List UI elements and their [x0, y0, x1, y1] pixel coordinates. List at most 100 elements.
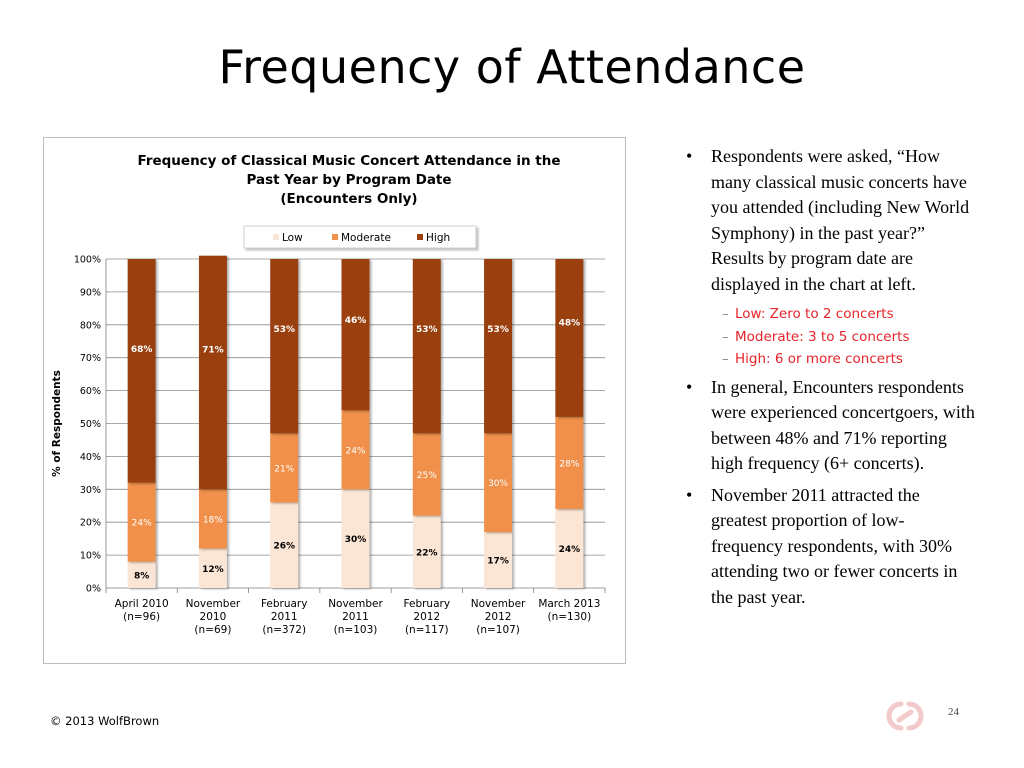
data-label: 71% — [202, 346, 224, 356]
legend-label: Moderate — [341, 232, 391, 244]
sub-bullet-item: – High: 6 or more concerts — [686, 348, 976, 371]
x-tick-label: February — [261, 598, 308, 610]
legend-swatch — [273, 234, 279, 240]
data-label: 17% — [487, 557, 509, 567]
bar-segment-high — [127, 259, 156, 483]
data-label: 21% — [274, 464, 294, 474]
data-label: 46% — [345, 316, 367, 326]
bar-segment-high — [484, 259, 513, 434]
data-label: 30% — [488, 479, 508, 489]
x-tick-label: 2010 — [200, 611, 227, 623]
sub-bullet-item: – Moderate: 3 to 5 concerts — [686, 326, 976, 349]
bullet-item: • In general, Encounters respondents wer… — [686, 375, 976, 477]
chart-frame: Frequency of Classical Music Concert Att… — [43, 137, 626, 664]
data-label: 53% — [487, 325, 509, 335]
x-tick-label: 2012 — [413, 611, 440, 623]
bar-segment-low — [270, 502, 299, 588]
bar-segment-high — [270, 259, 299, 434]
x-tick-label: (n=107) — [476, 624, 520, 636]
y-tick-label: 30% — [80, 485, 101, 496]
data-label: 30% — [345, 535, 367, 545]
data-label: 25% — [417, 471, 437, 481]
bar-segment-low — [341, 489, 370, 588]
data-label: 18% — [203, 515, 223, 525]
dash-icon: – — [722, 306, 729, 322]
bar-segment-moderate — [412, 433, 441, 516]
data-label: 53% — [273, 325, 295, 335]
data-label: 24% — [559, 545, 581, 555]
y-tick-label: 10% — [80, 551, 101, 562]
y-tick-label: 70% — [80, 353, 101, 364]
data-label: 48% — [559, 319, 581, 329]
bullet-dot-icon: • — [686, 376, 693, 397]
sub-bullet-item: – Low: Zero to 2 concerts — [686, 303, 976, 326]
bar-segment-moderate — [341, 410, 370, 490]
x-tick-label: March 2013 — [538, 598, 600, 610]
sub-bullet-text: Moderate: 3 to 5 concerts — [735, 328, 910, 345]
y-tick-label: 0% — [86, 584, 101, 595]
bullet-dot-icon: • — [686, 484, 693, 505]
data-label: 24% — [132, 519, 152, 529]
y-tick-label: 50% — [80, 419, 101, 430]
bar-segment-moderate — [484, 433, 513, 533]
legend-label: Low — [282, 232, 303, 244]
bar-segment-low — [198, 548, 227, 588]
x-tick-label: 2011 — [271, 611, 298, 623]
bar-segment-low — [484, 532, 513, 588]
bullet-item: • November 2011 attracted the greatest p… — [686, 483, 976, 611]
sub-bullet-text: Low: Zero to 2 concerts — [735, 306, 894, 322]
sub-bullet-text: High: 6 or more concerts — [735, 351, 903, 367]
bar-segment-low — [555, 509, 584, 588]
data-label: 26% — [273, 542, 295, 552]
legend-swatch — [417, 234, 423, 240]
x-tick-label: (n=103) — [334, 624, 378, 636]
bar-segment-low — [127, 561, 156, 588]
data-label: 12% — [202, 565, 224, 575]
data-label: 28% — [559, 459, 579, 469]
x-tick-label: April 2010 — [115, 598, 169, 610]
bar-segment-high — [555, 259, 584, 417]
x-tick-label: (n=117) — [405, 624, 449, 636]
dash-icon: – — [722, 328, 729, 345]
chart-title-line: Past Year by Program Date — [246, 172, 451, 188]
y-tick-label: 90% — [80, 287, 101, 298]
x-tick-label: February — [404, 598, 451, 610]
bar-segment-low — [412, 515, 441, 588]
legend-label: High — [426, 232, 450, 244]
bar-segment-moderate — [127, 482, 156, 562]
bar-segment-moderate — [198, 489, 227, 549]
chart-title-line: Frequency of Classical Music Concert Att… — [137, 153, 560, 169]
chart-title-line: (Encounters Only) — [280, 191, 417, 207]
chart-legend — [243, 225, 477, 249]
y-tick-label: 20% — [80, 518, 101, 529]
copyright-footer: © 2013 WolfBrown — [50, 714, 160, 728]
bullet-text: Respondents were asked, “How many classi… — [711, 146, 970, 294]
y-tick-label: 60% — [80, 386, 101, 397]
dash-icon: – — [722, 351, 729, 367]
x-tick-label: November — [328, 598, 383, 610]
bullet-list: • Respondents were asked, “How many clas… — [686, 144, 976, 616]
data-label: 53% — [416, 325, 438, 335]
bar-segment-moderate — [270, 433, 299, 503]
data-label: 8% — [134, 571, 149, 581]
x-tick-label: November — [471, 598, 526, 610]
data-label: 24% — [345, 446, 365, 456]
bar-segment-high — [198, 255, 227, 490]
y-tick-label: 80% — [80, 320, 101, 331]
y-tick-label: 40% — [80, 452, 101, 463]
bullet-text: In general, Encounters respondents were … — [711, 376, 975, 474]
slide-title: Frequency of Attendance — [218, 40, 806, 94]
bullet-text: November 2011 attracted the greatest pro… — [711, 484, 958, 607]
wolfbrown-logo-icon — [886, 701, 924, 731]
y-tick-label: 100% — [74, 255, 101, 266]
x-tick-label: (n=69) — [194, 624, 231, 636]
sub-bullet-list: – Low: Zero to 2 concerts – Moderate: 3 … — [686, 303, 976, 371]
bar-segment-high — [412, 259, 441, 434]
legend-swatch — [332, 234, 338, 240]
data-label: 22% — [416, 548, 438, 558]
bar-segment-high — [341, 259, 370, 411]
stacked-bar-chart: Frequency of Classical Music Concert Att… — [51, 153, 606, 636]
x-tick-label: 2012 — [485, 611, 512, 623]
bar-segment-moderate — [555, 416, 584, 510]
bullet-dot-icon: • — [686, 146, 693, 166]
